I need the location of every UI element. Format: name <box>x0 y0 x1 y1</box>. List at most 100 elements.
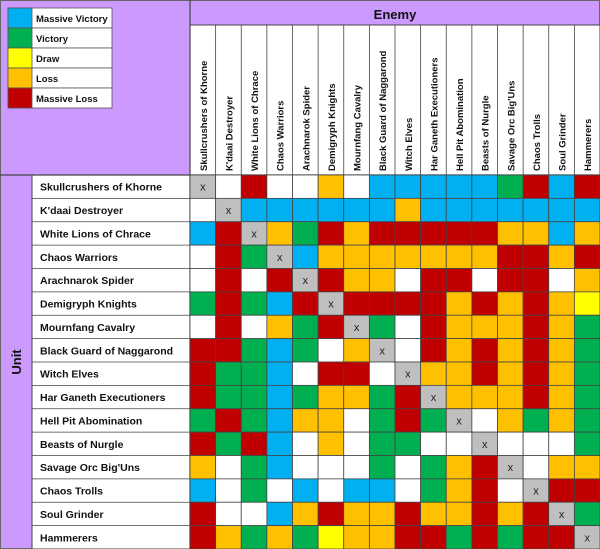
matchup-cell <box>394 408 422 433</box>
legend-swatch <box>7 67 33 89</box>
matchup-cell <box>548 291 575 316</box>
legend-label: Massive Loss <box>36 94 98 105</box>
matchup-cell <box>471 455 498 480</box>
matchup-cell <box>292 501 319 527</box>
matchup-cell <box>343 478 370 503</box>
matchup-cell <box>343 408 370 433</box>
matchup-cell <box>292 384 319 410</box>
row-label: Arachnarok Spider <box>40 275 134 287</box>
matchup-cell <box>317 268 345 293</box>
matchup-cell <box>266 478 293 503</box>
matchup-cell <box>420 314 447 340</box>
matchup-cell <box>189 197 217 223</box>
matchup-cell <box>368 221 396 246</box>
matchup-cell <box>522 525 550 549</box>
matchup-cell <box>573 408 600 433</box>
matchup-cell <box>368 431 396 456</box>
matchup-cell <box>394 384 422 410</box>
matchup-cell <box>445 268 473 293</box>
matchup-cell <box>240 525 268 549</box>
matchup-cell <box>215 455 242 480</box>
row-label: Witch Elves <box>40 369 99 381</box>
matchup-cell <box>215 361 242 386</box>
column-label: Hell Pit Abomination <box>455 78 466 171</box>
matchup-cell <box>215 408 242 433</box>
matchup-cell <box>317 197 345 223</box>
matchup-cell <box>471 501 498 527</box>
self-matchup-mark: x <box>456 415 462 427</box>
matchup-cell <box>240 455 268 480</box>
matchup-cell <box>368 501 396 527</box>
matchup-cell <box>471 384 498 410</box>
matchup-cell <box>394 197 422 223</box>
column-label: Beasts of Nurgle <box>481 96 492 172</box>
row-label: White Lions of Chrace <box>40 228 151 240</box>
matchup-cell <box>394 174 422 199</box>
matchup-cell <box>497 268 524 293</box>
matchup-cell <box>240 338 268 363</box>
matchup-cell <box>240 361 268 386</box>
matchup-cell <box>445 197 473 223</box>
matchup-cell <box>394 478 422 503</box>
matchup-cell <box>394 314 422 340</box>
legend-swatch <box>7 27 33 49</box>
row-label: Savage Orc Big'Uns <box>40 462 140 474</box>
matchup-cell <box>240 268 268 293</box>
matchup-cell <box>189 268 217 293</box>
matchup-cell <box>215 314 242 340</box>
matchup-cell <box>471 221 498 246</box>
matchup-cell <box>548 244 575 269</box>
matchup-cell <box>573 291 600 316</box>
matchup-cell <box>266 361 293 386</box>
matchup-cell <box>215 501 242 527</box>
matchup-cell <box>471 197 498 223</box>
matchup-cell <box>189 291 217 316</box>
matchup-cell <box>317 361 345 386</box>
matchup-cell <box>215 384 242 410</box>
matchup-cell <box>497 244 524 269</box>
matchup-cell <box>548 174 575 199</box>
matchup-cell <box>573 338 600 363</box>
matchup-cell <box>343 361 370 386</box>
matchup-cell <box>548 384 575 410</box>
matchup-cell <box>189 314 217 340</box>
matchup-cell <box>445 314 473 340</box>
matchup-cell <box>445 478 473 503</box>
column-label: Demigryph Knights <box>327 83 338 171</box>
matchup-cell <box>548 455 575 480</box>
matchup-cell <box>522 384 550 410</box>
column-label: Witch Elves <box>404 118 415 171</box>
matchup-cell <box>573 501 600 527</box>
matchup-cell <box>420 291 447 316</box>
legend-swatch <box>7 87 33 109</box>
matchup-cell <box>497 478 524 503</box>
matchup-cell <box>522 501 550 527</box>
matchup-cell <box>445 174 473 199</box>
matchup-cell <box>497 197 524 223</box>
legend-label: Victory <box>36 34 69 45</box>
matchup-cell <box>292 221 319 246</box>
matchup-cell <box>266 408 293 433</box>
matchup-cell <box>497 291 524 316</box>
column-label: Savage Orc Big'Uns <box>506 81 517 171</box>
matchup-cell <box>317 174 345 199</box>
matchup-cell <box>189 361 217 386</box>
self-matchup-mark: x <box>200 182 206 194</box>
row-label: Chaos Warriors <box>40 252 118 264</box>
matchup-cell <box>368 408 396 433</box>
matchup-cell <box>189 525 217 549</box>
self-matchup-mark: x <box>226 205 232 217</box>
matchup-cell <box>189 384 217 410</box>
matchup-cell <box>420 408 447 433</box>
row-axis-label: Unit <box>9 349 24 375</box>
matchup-cell <box>317 525 345 549</box>
matchup-cell <box>548 525 575 549</box>
matchup-cell <box>420 174 447 199</box>
row-labels: Skullcrushers of Khorne K'daai Destroyer W… <box>32 182 190 544</box>
matchup-cell <box>189 478 217 503</box>
matchup-cell <box>317 244 345 269</box>
matchup-cell <box>215 174 242 199</box>
matchup-cell <box>573 525 600 549</box>
matchup-cell <box>317 384 345 410</box>
column-label: Mournfang Cavalry <box>353 84 364 171</box>
